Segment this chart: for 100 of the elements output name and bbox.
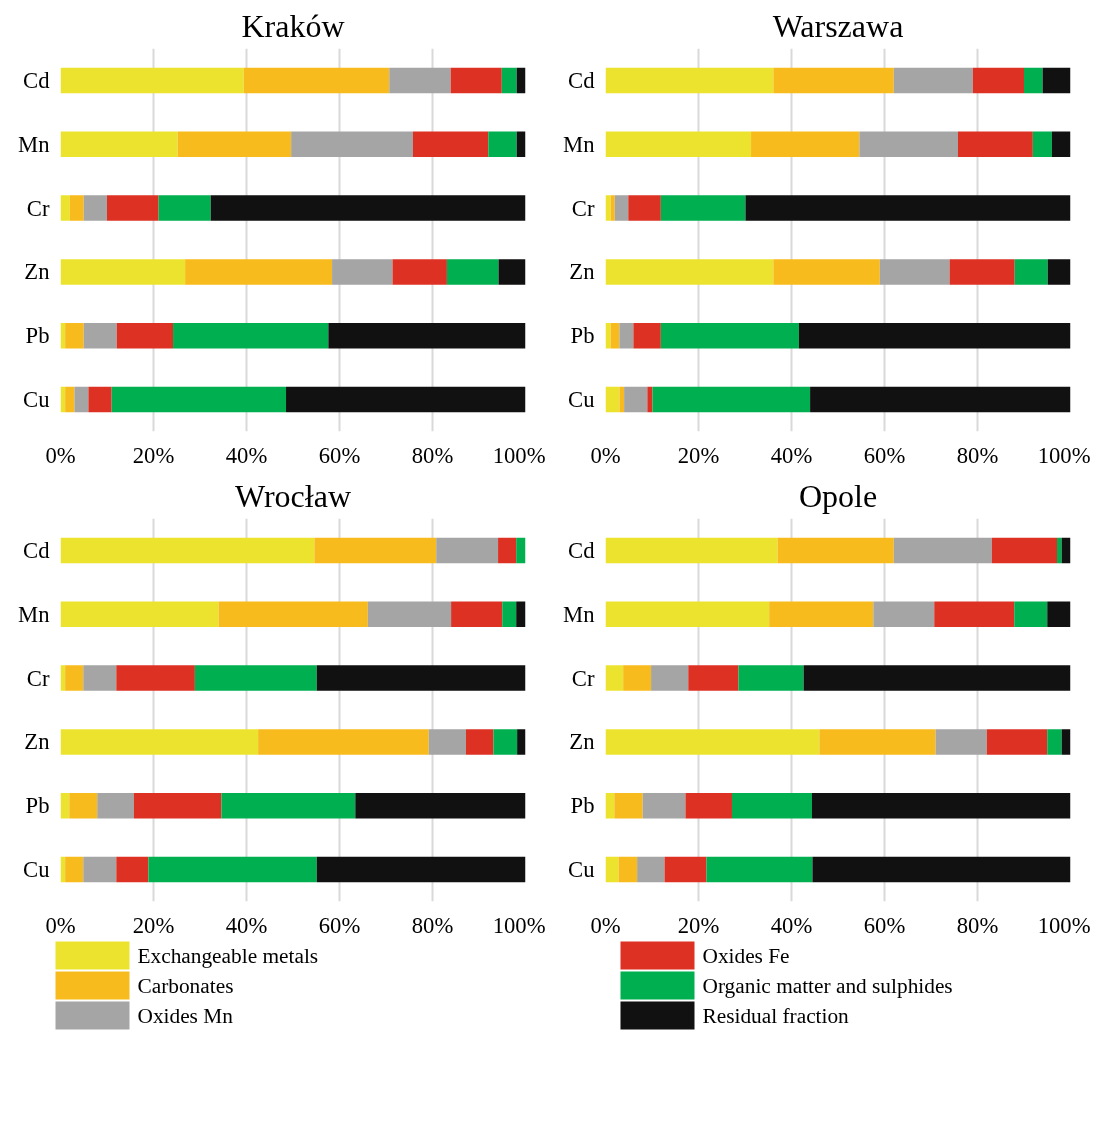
bar: [624, 386, 648, 413]
y-tick-label: Pb: [570, 793, 595, 819]
y-tick-label: Cu: [568, 857, 595, 883]
bar: [605, 792, 615, 819]
bar: [428, 729, 466, 755]
bar: [893, 537, 992, 564]
bar: [812, 856, 1071, 883]
bar: [664, 856, 707, 883]
bar: [291, 131, 413, 158]
bar: [605, 67, 774, 94]
x-tick-label: 20%: [677, 912, 720, 938]
bar: [610, 195, 615, 221]
legend-label: Oxides Mn: [137, 1003, 234, 1028]
bar: [773, 259, 880, 285]
x-tick-label: 80%: [411, 442, 454, 468]
y-tick-label: Cr: [571, 195, 595, 221]
bar: [488, 131, 517, 158]
bar: [1014, 601, 1048, 628]
bar: [614, 792, 643, 819]
x-tick-label: 40%: [225, 912, 268, 938]
y-tick-label: Cd: [568, 537, 596, 563]
bar: [60, 729, 259, 755]
y-tick-label: Zn: [24, 729, 50, 755]
x-tick-label: 20%: [132, 442, 175, 468]
bar: [65, 856, 84, 883]
x-tick-label: 0%: [590, 442, 621, 468]
y-tick-label: Cr: [26, 665, 50, 691]
bar: [1042, 67, 1071, 94]
y-tick-label: Cu: [23, 387, 50, 413]
bar: [605, 322, 611, 349]
y-tick-label: Cd: [568, 67, 596, 93]
bar: [148, 856, 317, 883]
bar: [1057, 537, 1062, 564]
bar: [610, 322, 620, 349]
bar: [685, 792, 732, 819]
bar: [810, 386, 1071, 413]
y-tick-label: Mn: [18, 131, 50, 157]
x-tick-label: 0%: [590, 912, 621, 938]
bar: [893, 67, 973, 94]
legend-label: Oxides Fe: [702, 943, 790, 968]
bar: [355, 792, 526, 819]
y-tick-label: Zn: [569, 729, 595, 755]
bar: [731, 792, 812, 819]
bar: [605, 386, 620, 413]
bar: [65, 665, 84, 691]
bar: [957, 131, 1033, 158]
legend-label: Organic matter and sulphides: [702, 973, 953, 998]
x-tick-label: 60%: [318, 912, 361, 938]
bar: [133, 792, 222, 819]
bar: [116, 856, 149, 883]
bar: [60, 537, 315, 564]
bar: [623, 665, 652, 691]
y-tick-label: Cd: [23, 67, 51, 93]
bar: [493, 729, 518, 755]
bar: [605, 665, 624, 691]
y-tick-label: Cu: [23, 857, 50, 883]
bar: [859, 131, 958, 158]
bar: [619, 386, 625, 413]
chart-title: Opole: [798, 477, 878, 514]
bar: [660, 322, 799, 349]
bar: [516, 131, 526, 158]
bar: [972, 67, 1024, 94]
bar: [446, 259, 499, 285]
bar: [769, 601, 874, 628]
y-tick-label: Cr: [571, 665, 595, 691]
bar: [60, 131, 178, 158]
bar: [65, 322, 84, 349]
bar: [619, 322, 634, 349]
bar: [502, 601, 517, 628]
bar: [798, 322, 1071, 349]
bar: [618, 856, 638, 883]
legend-label: Exchangeable metals: [137, 943, 319, 968]
x-tick-label: 100%: [492, 442, 546, 468]
bar: [69, 792, 98, 819]
bar: [498, 537, 517, 564]
bar: [1047, 601, 1071, 628]
bar: [60, 259, 186, 285]
bar: [210, 195, 526, 221]
y-tick-label: Pb: [25, 793, 50, 819]
bar: [218, 601, 368, 628]
bar: [69, 195, 84, 221]
bar: [88, 386, 112, 413]
bar: [465, 729, 494, 755]
bar: [516, 601, 526, 628]
legend-label: Carbonates: [137, 973, 234, 998]
bar: [873, 601, 935, 628]
bar: [605, 601, 770, 628]
bar: [286, 386, 526, 413]
x-tick-label: 80%: [411, 912, 454, 938]
bar: [451, 601, 503, 628]
x-tick-label: 40%: [770, 442, 813, 468]
bar: [777, 537, 894, 564]
bar: [185, 259, 333, 285]
bar: [1047, 259, 1071, 285]
bar: [647, 386, 653, 413]
bar: [605, 537, 778, 564]
bar: [111, 386, 287, 413]
bar: [316, 665, 526, 691]
bar: [258, 729, 429, 755]
x-tick-label: 0%: [45, 442, 76, 468]
